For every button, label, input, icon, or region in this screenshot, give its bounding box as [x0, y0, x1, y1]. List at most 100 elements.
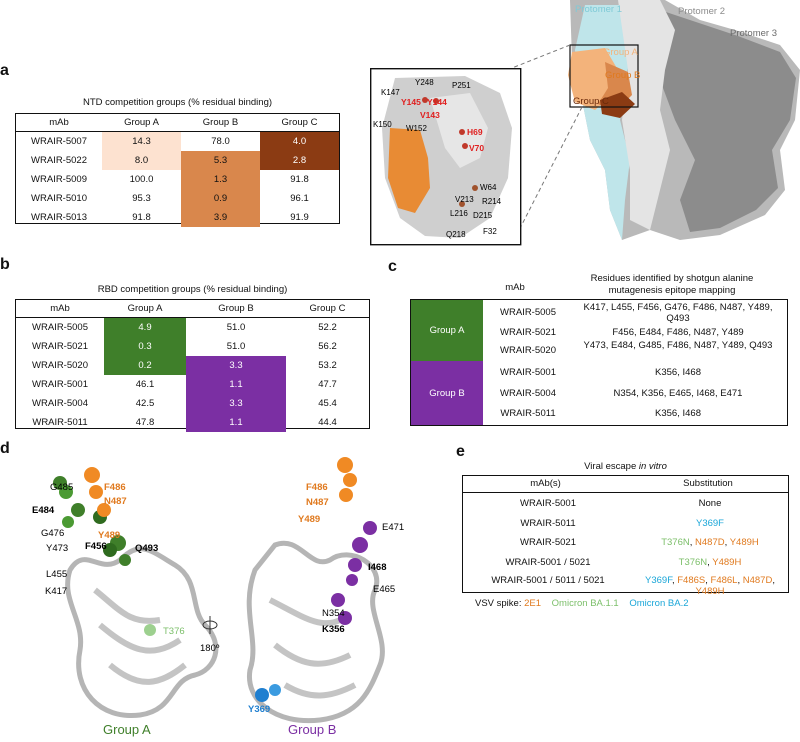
- value-cell: 91.8: [132, 212, 151, 223]
- rbd-header-mab: mAb: [50, 303, 70, 314]
- y369-spheres: [255, 684, 281, 702]
- residue-label: Y369: [248, 704, 270, 715]
- residue-label: K150: [373, 120, 392, 129]
- residue-label: R214: [482, 197, 502, 206]
- residue-marker: [472, 185, 478, 191]
- residue-label: F456: [85, 541, 107, 552]
- ntd-table: mAb Group A Group B Group C WRAIR-5007 1…: [15, 113, 340, 227]
- panel-d-letter: d: [0, 440, 10, 457]
- residue-label: I468: [368, 562, 387, 573]
- residue-marker: [459, 129, 465, 135]
- rbd-ribbon-left: [65, 546, 219, 719]
- rbd-ribbon-right: [246, 540, 385, 724]
- residue-marker: [422, 97, 428, 103]
- table-row: WRAIR-5007 14.3 78.0 4.0: [16, 131, 339, 151]
- value-cell: 3.3: [186, 356, 286, 375]
- table-row: WRAIR-5004 42.5 3.3 45.4: [16, 394, 369, 413]
- rbd-table-title: RBD competition groups (% residual bindi…: [97, 284, 288, 295]
- escape-mab: WRAIR-5001: [520, 498, 576, 509]
- value-cell: 52.2: [318, 322, 337, 333]
- epitope-group-b: Group B: [411, 361, 483, 425]
- value-cell: 1.3: [181, 170, 260, 189]
- escape-substitutions: None: [633, 498, 787, 509]
- residue-label: Q493: [135, 543, 158, 554]
- residue-marker: [459, 201, 465, 207]
- residue-label: P251: [452, 81, 471, 90]
- ntd-header-mab: mAb: [49, 117, 69, 128]
- escape-substitutions: Y369F: [633, 518, 787, 529]
- value-cell: 4.0: [260, 131, 339, 151]
- mab-cell: WRAIR-5010: [31, 193, 87, 204]
- legend-label: VSV spike:: [475, 598, 525, 609]
- escape-title-em: in vitro: [638, 461, 667, 472]
- epitope-mab: WRAIR-5005: [500, 307, 556, 318]
- table-row: WRAIR-5009 100.0 1.3 91.8: [16, 170, 339, 189]
- value-cell: 45.4: [318, 398, 337, 409]
- ntd-header-c: Group C: [281, 117, 318, 128]
- value-cell: 2.8: [260, 151, 339, 170]
- epitope-residues: K356, I468: [655, 408, 701, 419]
- legend-2e1: 2E1: [524, 598, 542, 609]
- epitope-table: Group A Group B WRAIR-5005 K417, L455, F…: [410, 299, 788, 426]
- escape-table-title: Viral escape in vitro: [462, 461, 789, 472]
- escape-title-text: Viral escape: [584, 461, 639, 472]
- protomer-3-surface: [660, 10, 796, 232]
- rbd-header-c: Group C: [309, 303, 346, 314]
- value-cell: 3.9: [181, 208, 260, 227]
- residue-label: T376: [163, 626, 185, 637]
- residue-label: V70: [469, 143, 484, 153]
- residue-label: F32: [483, 227, 497, 236]
- value-cell: 3.3: [186, 394, 286, 413]
- substitution: ,: [724, 537, 730, 548]
- substitution: T376N: [661, 537, 690, 548]
- value-cell: 5.3: [181, 151, 260, 170]
- residue-label: N487: [104, 496, 127, 507]
- residue-label: K356: [322, 624, 345, 635]
- ntd-table-title: NTD competition groups (% residual bindi…: [82, 97, 273, 108]
- ntd-group-a-label: Group A: [603, 47, 639, 58]
- escape-mab: WRAIR-5021: [520, 537, 576, 548]
- mab-cell: WRAIR-5021: [32, 341, 88, 352]
- value-cell: 91.8: [290, 174, 309, 185]
- epitope-residues: F456, E484, F486, N487, Y489: [612, 327, 744, 338]
- residue-marker: [433, 98, 439, 104]
- escape-mab: WRAIR-5011: [520, 518, 576, 529]
- residue-label: E465: [373, 584, 395, 595]
- value-cell: 44.4: [318, 417, 337, 428]
- group-b-orange-spheres: [337, 457, 357, 502]
- escape-mab: WRAIR-5001 / 5021: [505, 557, 591, 568]
- value-cell: 0.3: [104, 337, 186, 356]
- zoom-box: [569, 44, 639, 108]
- value-cell: 46.1: [135, 379, 155, 390]
- table-row: WRAIR-5020 0.2 3.3 53.2: [16, 356, 369, 375]
- substitution: Y369F: [645, 575, 672, 586]
- vsv-legend: VSV spike: 2E1 Omicron BA.1.1 Omicron BA…: [475, 598, 689, 609]
- substitution: T376N: [678, 557, 708, 568]
- ntd-group-c-label: Group C: [573, 96, 609, 107]
- residue-label: K417: [45, 586, 67, 597]
- escape-substitutions: Y369F, F486S, F486L, N487D, Y489H: [633, 575, 787, 597]
- substitution: ,: [689, 537, 696, 548]
- table-row: WRAIR-5010 95.3 0.9 96.1: [16, 189, 339, 208]
- table-row: WRAIR-5001 46.1 1.1 47.7: [16, 375, 369, 394]
- mab-cell: WRAIR-5020: [32, 360, 88, 371]
- ntd-inset-figure: Y145 Y144 V143 H69 V70 Y248 P251 K147 K1…: [370, 68, 522, 246]
- ntd-header-a: Group A: [124, 117, 159, 128]
- residue-label: F486: [104, 482, 126, 493]
- epitope-residues: K356, I468: [655, 367, 701, 378]
- residue-label: W152: [406, 124, 427, 133]
- escape-substitutions: T376N, N487D, Y489H: [633, 537, 787, 548]
- mab-cell: WRAIR-5022: [31, 155, 87, 166]
- group-a-orange-spheres: [84, 467, 111, 517]
- substitution: None: [698, 498, 722, 509]
- escape-header-subs: Substitution: [683, 478, 733, 489]
- residue-label: L455: [46, 569, 67, 580]
- substitution: F486L: [710, 575, 738, 586]
- rbd-table: mAb Group A Group B Group C WRAIR-5005 4…: [15, 299, 370, 432]
- group-b-spheres: [331, 521, 377, 625]
- rotation-label: 180º: [200, 643, 220, 654]
- protomer-2-surface: [618, 0, 675, 230]
- mab-cell: WRAIR-5007: [31, 136, 87, 147]
- substitution: F486S: [677, 575, 706, 586]
- escape-substitutions: T376N, Y489H: [633, 557, 787, 568]
